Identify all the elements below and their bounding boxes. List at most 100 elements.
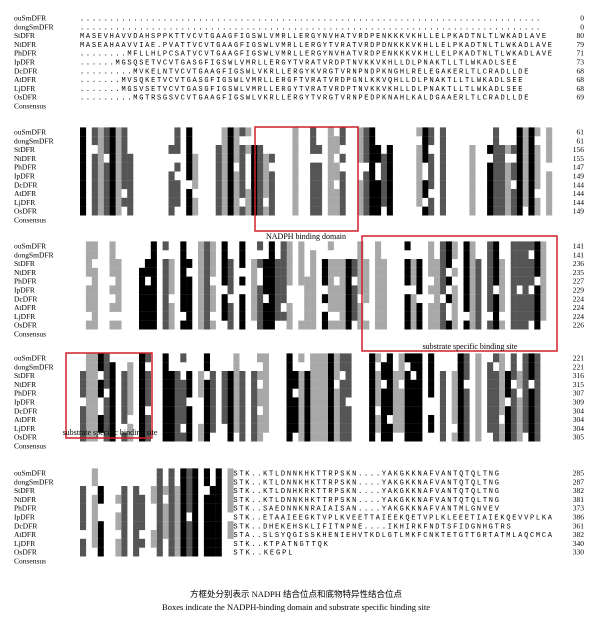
shade	[109, 259, 116, 268]
shade	[174, 538, 181, 548]
sequence-name: ouSmDFR	[14, 128, 46, 137]
shade	[221, 406, 228, 416]
shade	[522, 415, 529, 424]
shade	[292, 406, 299, 416]
shade	[274, 259, 281, 268]
shade	[186, 206, 193, 216]
position-number: 0	[580, 14, 584, 23]
shade	[221, 415, 228, 424]
shade	[375, 153, 382, 163]
shade	[109, 397, 116, 407]
shade	[162, 259, 169, 268]
shade	[221, 153, 228, 163]
shade	[363, 285, 370, 295]
shade	[97, 415, 104, 424]
shade	[209, 259, 216, 268]
shade	[498, 379, 505, 389]
shade	[463, 362, 470, 372]
shade	[103, 171, 110, 181]
shade	[215, 197, 222, 207]
shade	[97, 180, 104, 190]
shade	[327, 371, 334, 380]
shade	[375, 320, 382, 330]
shade	[339, 259, 346, 268]
shade	[109, 127, 116, 137]
shade	[310, 145, 317, 154]
shade	[85, 259, 92, 268]
shade	[168, 145, 175, 154]
shade	[203, 494, 210, 504]
shade	[504, 388, 511, 398]
shade	[463, 241, 470, 251]
shade	[534, 388, 541, 398]
shade	[428, 162, 435, 172]
shade	[339, 388, 346, 398]
shade	[121, 153, 128, 163]
shade	[475, 379, 482, 389]
shade	[463, 423, 470, 433]
shade	[115, 180, 122, 190]
shade	[97, 530, 104, 539]
sequence-name: IpDFR	[14, 513, 35, 522]
shade	[546, 189, 553, 198]
shade	[469, 294, 476, 304]
shade	[174, 432, 181, 442]
shade	[510, 189, 517, 198]
shade	[410, 432, 417, 442]
shade	[445, 276, 452, 286]
shade	[534, 320, 541, 330]
shade	[239, 189, 246, 198]
shade	[115, 189, 122, 198]
shade	[292, 197, 299, 207]
shade	[80, 512, 87, 522]
shade	[115, 294, 122, 304]
shade	[546, 197, 553, 207]
shade	[351, 285, 358, 295]
shade	[439, 197, 446, 207]
shade	[363, 259, 370, 268]
annotation: substrate specific binding site	[423, 342, 518, 351]
shade	[333, 267, 340, 277]
shade	[546, 127, 553, 137]
shade	[80, 145, 87, 154]
shade	[416, 371, 423, 380]
shade	[198, 259, 205, 268]
shade	[239, 371, 246, 380]
shade	[321, 276, 328, 286]
shade	[115, 285, 122, 295]
position-number: 287	[573, 477, 585, 486]
shade	[528, 432, 535, 442]
shade	[144, 294, 151, 304]
shade	[180, 503, 187, 513]
sequence-name: OsDFR	[14, 207, 37, 216]
shade	[369, 415, 376, 424]
shade	[445, 259, 452, 268]
shade	[528, 171, 535, 181]
shade	[475, 311, 482, 321]
shade	[109, 285, 116, 295]
shade	[416, 171, 423, 181]
shade	[174, 547, 181, 557]
sequence-name: dongSmDFR	[14, 22, 54, 31]
shade	[304, 276, 311, 286]
shade	[221, 388, 228, 398]
shade	[109, 153, 116, 163]
shade	[487, 145, 494, 154]
sequence-name: PhDFR	[14, 49, 37, 58]
shade	[439, 189, 446, 198]
shade	[127, 197, 134, 207]
shade	[186, 136, 193, 146]
shade	[133, 486, 140, 495]
shade	[274, 276, 281, 286]
shade	[339, 267, 346, 277]
shade	[239, 250, 246, 260]
shade	[416, 320, 423, 330]
shade	[404, 397, 411, 407]
shade	[168, 432, 175, 442]
shade	[475, 432, 482, 442]
shade	[162, 432, 169, 442]
shade	[345, 432, 352, 442]
position-number: 316	[573, 371, 585, 380]
shade	[186, 285, 193, 295]
shade	[280, 267, 287, 277]
